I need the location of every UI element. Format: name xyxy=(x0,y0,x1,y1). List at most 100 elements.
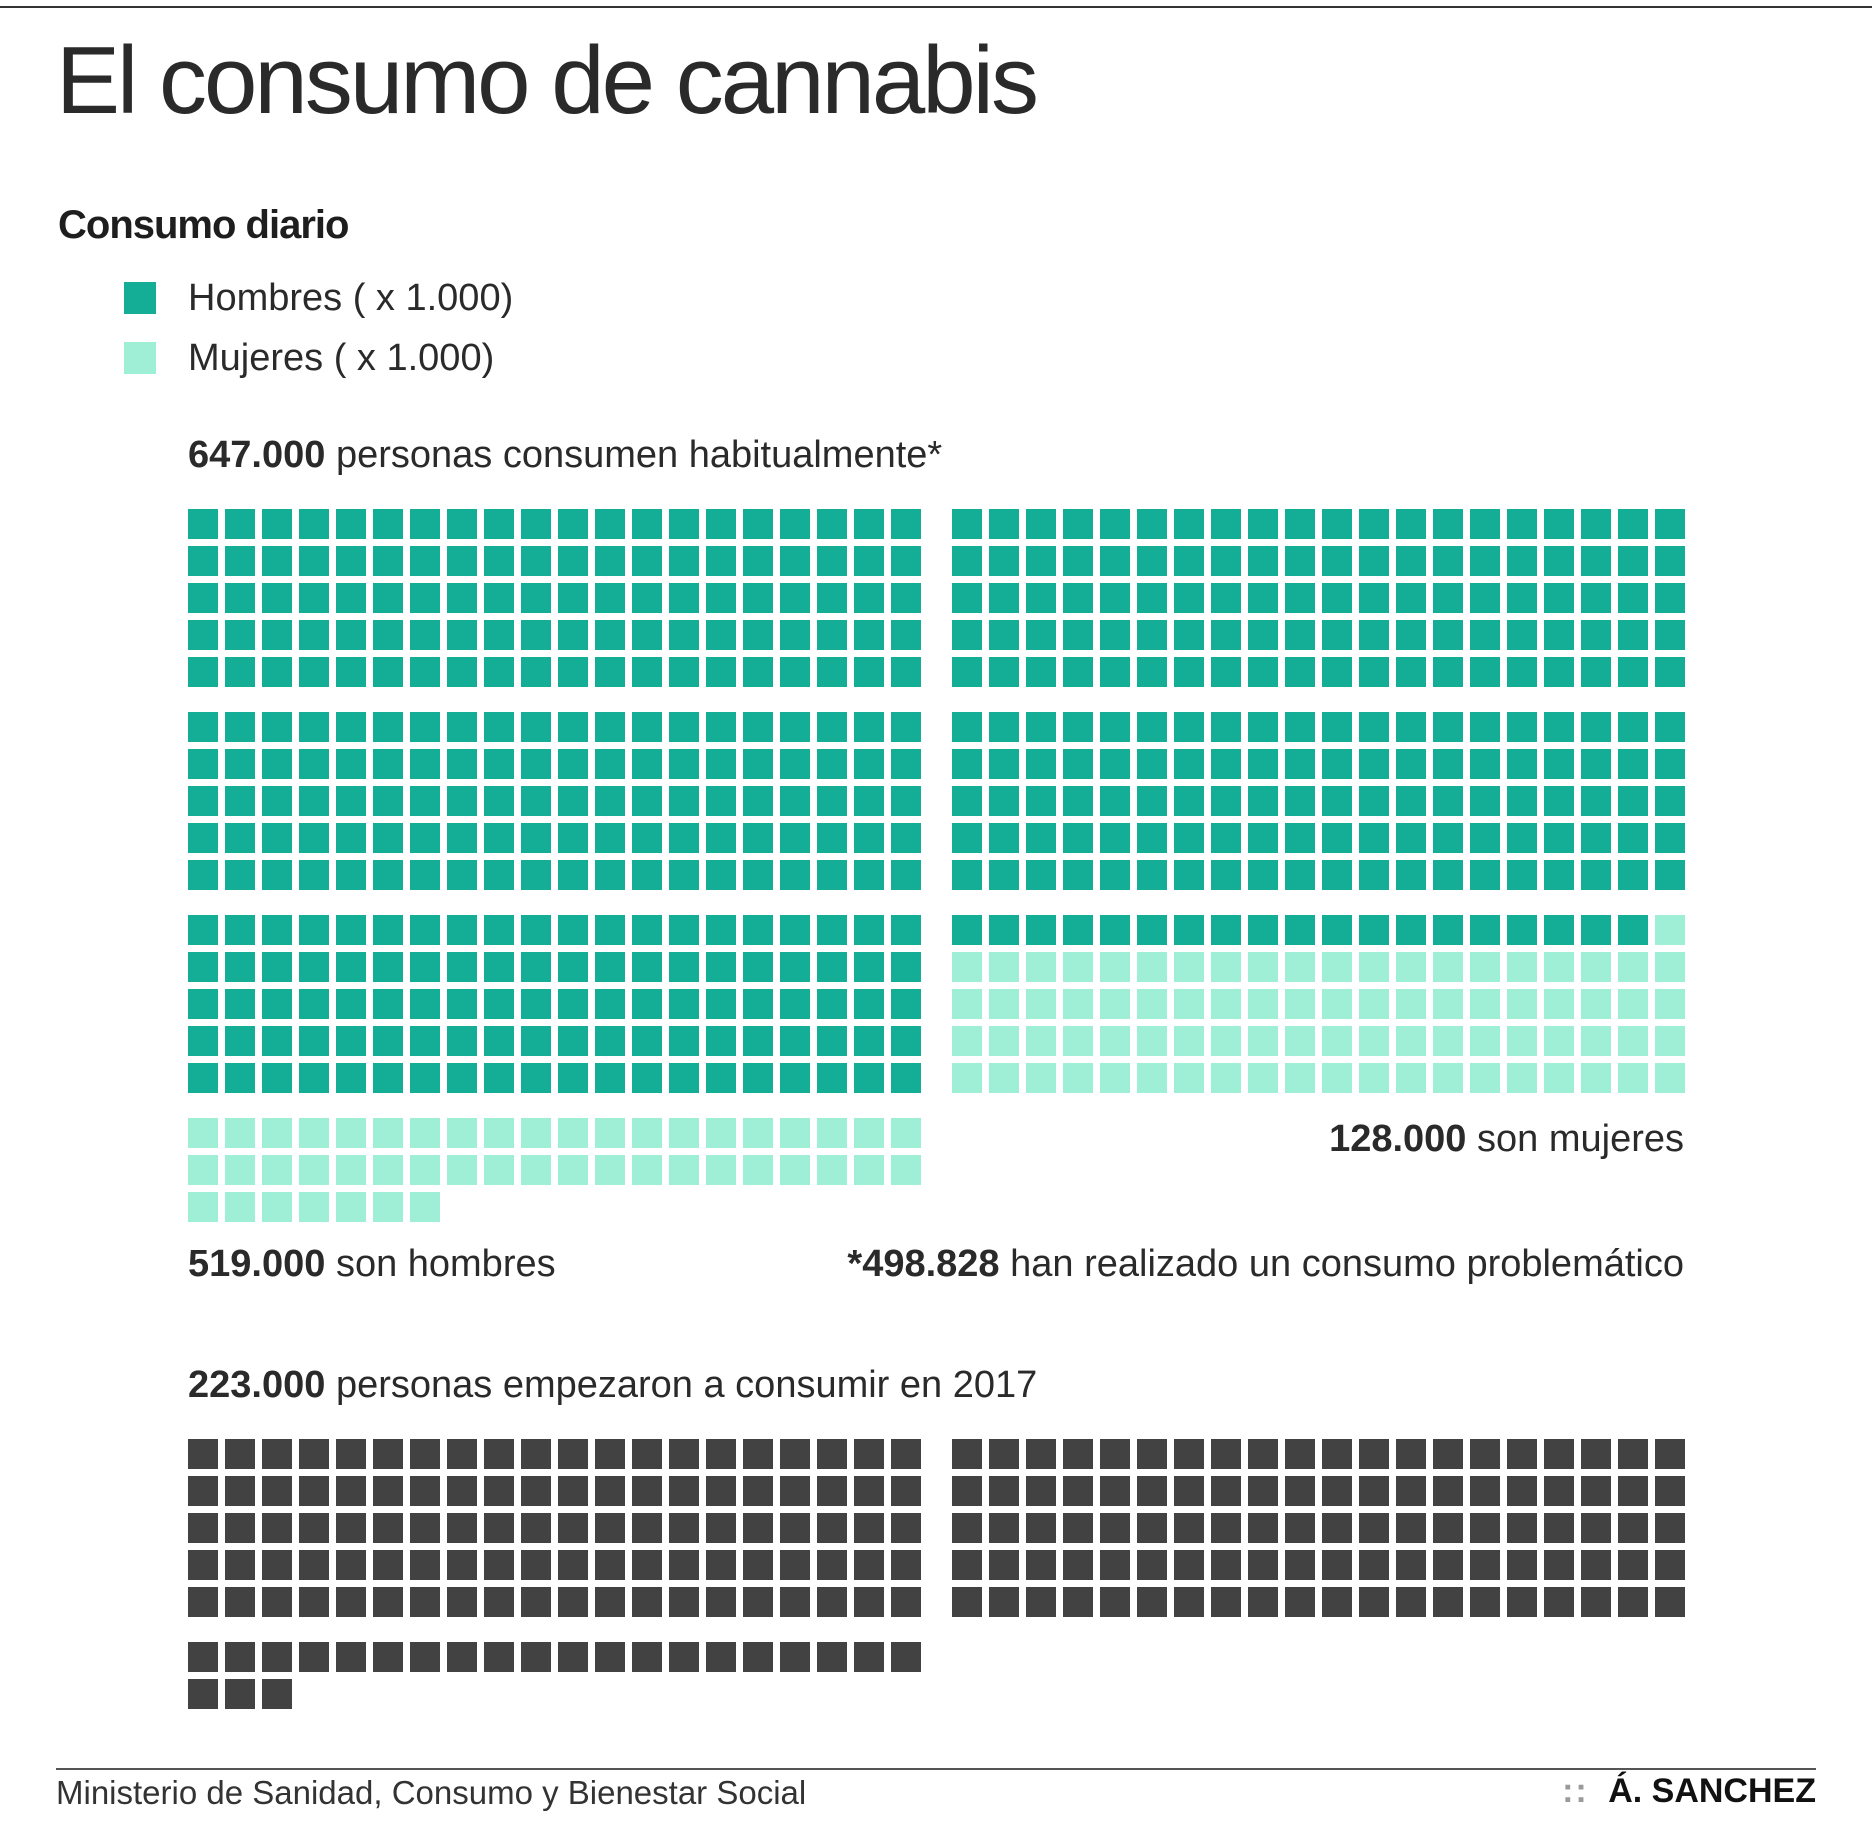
waffle-daily-square xyxy=(447,546,477,576)
waffle-new-square xyxy=(891,1642,921,1672)
waffle-daily-square xyxy=(1470,657,1500,687)
waffle-new-square xyxy=(1174,1587,1204,1617)
waffle-daily-square xyxy=(1174,583,1204,613)
waffle-new-square xyxy=(1211,1587,1241,1617)
label-men: 519.000 son hombres xyxy=(188,1241,556,1287)
waffle-new-square xyxy=(410,1642,440,1672)
waffle-daily-square xyxy=(1655,823,1685,853)
waffle-new-square xyxy=(854,1587,884,1617)
waffle-daily-square xyxy=(1433,583,1463,613)
waffle-new-square xyxy=(299,1439,329,1469)
waffle-daily-square xyxy=(1322,1026,1352,1056)
headline-habitual: 647.000 personas consumen habitualmente* xyxy=(188,432,942,478)
waffle-daily-square xyxy=(989,823,1019,853)
waffle-daily-square xyxy=(373,823,403,853)
waffle-daily-square xyxy=(1026,712,1056,742)
waffle-daily-square xyxy=(558,1063,588,1093)
waffle-daily-square xyxy=(558,749,588,779)
waffle-new-square xyxy=(447,1550,477,1580)
waffle-new-square xyxy=(1396,1550,1426,1580)
waffle-new-square xyxy=(410,1439,440,1469)
waffle-daily-square xyxy=(299,1192,329,1222)
waffle-new-square xyxy=(1063,1439,1093,1469)
waffle-daily-square xyxy=(1507,620,1537,650)
waffle-daily-square xyxy=(1655,860,1685,890)
waffle-new-square xyxy=(447,1476,477,1506)
waffle-new-square xyxy=(1137,1439,1167,1469)
waffle-new-square xyxy=(1544,1439,1574,1469)
waffle-daily-square xyxy=(447,1155,477,1185)
waffle-daily-square xyxy=(817,915,847,945)
waffle-daily-square xyxy=(1174,823,1204,853)
waffle-daily-square xyxy=(1063,823,1093,853)
waffle-daily-square xyxy=(952,546,982,576)
waffle-daily-square xyxy=(632,952,662,982)
waffle-daily-square xyxy=(817,1155,847,1185)
waffle-daily-square xyxy=(299,860,329,890)
waffle-daily-square xyxy=(225,915,255,945)
waffle-daily-square xyxy=(1248,1063,1278,1093)
waffle-daily-square xyxy=(1211,749,1241,779)
waffle-new-square xyxy=(1285,1587,1315,1617)
waffle-daily-square xyxy=(1544,749,1574,779)
waffle-new-square xyxy=(854,1476,884,1506)
waffle-daily-square xyxy=(669,786,699,816)
waffle-new-square xyxy=(632,1476,662,1506)
waffle-daily-square xyxy=(1544,583,1574,613)
waffle-daily-square xyxy=(1470,786,1500,816)
waffle-daily-square xyxy=(373,749,403,779)
waffle-daily-square xyxy=(669,546,699,576)
waffle-daily-square xyxy=(743,989,773,1019)
waffle-daily-square xyxy=(410,712,440,742)
waffle-daily-square xyxy=(632,915,662,945)
waffle-daily-square xyxy=(1544,712,1574,742)
waffle-daily-square xyxy=(632,657,662,687)
waffle-daily-square xyxy=(1470,583,1500,613)
waffle-daily-square xyxy=(1285,712,1315,742)
waffle-new-square xyxy=(706,1550,736,1580)
waffle-daily-square xyxy=(891,860,921,890)
waffle-daily-square xyxy=(854,583,884,613)
waffle-daily-square xyxy=(1655,786,1685,816)
waffle-daily-square xyxy=(1285,749,1315,779)
waffle-daily-square xyxy=(780,583,810,613)
waffle-daily-square xyxy=(780,989,810,1019)
waffle-daily-square xyxy=(262,657,292,687)
waffle-daily-square xyxy=(1285,989,1315,1019)
waffle-daily-square xyxy=(1100,657,1130,687)
waffle-daily-square xyxy=(373,1026,403,1056)
waffle-daily-square xyxy=(299,1155,329,1185)
waffle-daily-square xyxy=(373,1192,403,1222)
waffle-daily-square xyxy=(521,915,551,945)
waffle-daily-square xyxy=(262,1118,292,1148)
waffle-daily-square xyxy=(1285,583,1315,613)
waffle-daily-square xyxy=(595,786,625,816)
waffle-daily-square xyxy=(817,712,847,742)
waffle-daily-square xyxy=(1026,915,1056,945)
waffle-new-square xyxy=(299,1513,329,1543)
waffle-daily-square xyxy=(1248,1026,1278,1056)
waffle-new-square xyxy=(817,1550,847,1580)
waffle-daily-square xyxy=(1433,1026,1463,1056)
waffle-daily-square xyxy=(373,509,403,539)
waffle-daily-square xyxy=(373,915,403,945)
waffle-daily-square xyxy=(743,823,773,853)
waffle-daily-square xyxy=(952,657,982,687)
waffle-daily-square xyxy=(1507,1063,1537,1093)
waffle-new-square xyxy=(1174,1476,1204,1506)
waffle-daily-square xyxy=(1359,786,1389,816)
waffle-daily-square xyxy=(558,583,588,613)
waffle-new-square xyxy=(484,1550,514,1580)
waffle-daily-square xyxy=(1100,823,1130,853)
waffle-new-square xyxy=(484,1476,514,1506)
waffle-daily-square xyxy=(632,823,662,853)
waffle-daily-square xyxy=(1507,546,1537,576)
waffle-daily-square xyxy=(521,1118,551,1148)
waffle-daily-square xyxy=(669,749,699,779)
waffle-new-square xyxy=(1248,1476,1278,1506)
waffle-daily-square xyxy=(1248,915,1278,945)
footnote-problematic-text: han realizado un consumo problemático xyxy=(1010,1243,1684,1285)
waffle-daily-square xyxy=(188,989,218,1019)
waffle-new-square xyxy=(1655,1587,1685,1617)
waffle-daily-square xyxy=(1544,860,1574,890)
